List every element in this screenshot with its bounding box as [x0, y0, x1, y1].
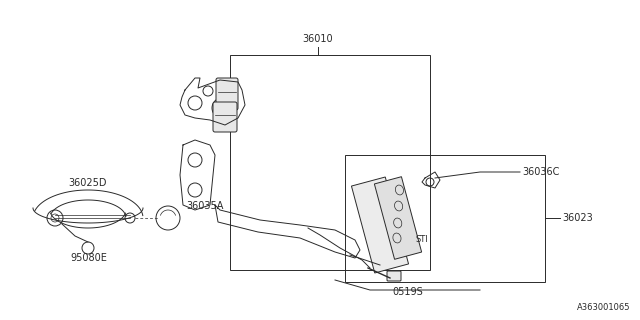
Polygon shape [351, 177, 408, 273]
Text: A363001065: A363001065 [577, 303, 630, 312]
Text: 0519S: 0519S [392, 287, 424, 297]
Text: 36023: 36023 [562, 213, 593, 223]
Text: 36035A: 36035A [186, 201, 223, 211]
Text: 36010: 36010 [303, 34, 333, 44]
Bar [345, 155, 545, 282]
FancyBboxPatch shape [213, 102, 237, 132]
Text: STI: STI [415, 236, 428, 244]
Bar [230, 55, 430, 270]
FancyBboxPatch shape [387, 271, 401, 281]
Text: 36036C: 36036C [522, 167, 559, 177]
FancyBboxPatch shape [216, 78, 238, 110]
Text: 95080E: 95080E [70, 253, 107, 263]
Text: 36025D: 36025D [68, 178, 108, 188]
Polygon shape [374, 177, 422, 259]
